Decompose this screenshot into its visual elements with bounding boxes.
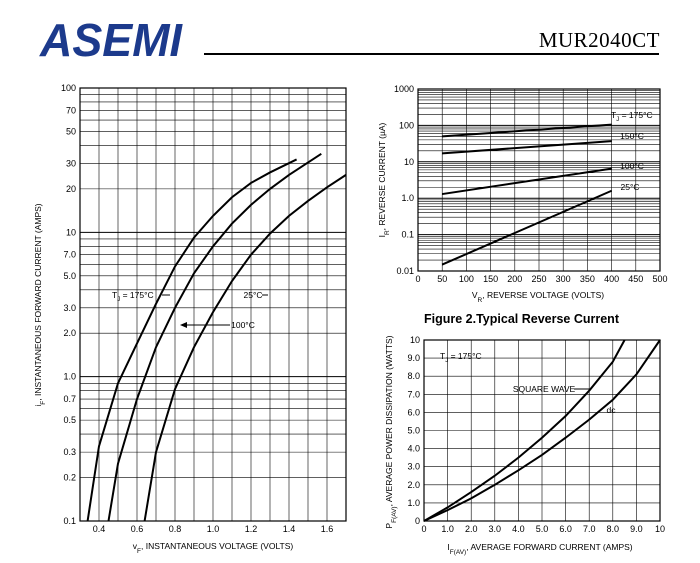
forward-ytick-label: 70 — [66, 105, 76, 115]
reverse-ytick-label: 1000 — [394, 84, 414, 94]
reverse-frame — [417, 88, 661, 272]
figure-2-caption: Figure 2.Typical Reverse Current — [424, 312, 619, 326]
power-xlabel: IF(AV), AVERAGE FORWARD CURRENT (AMPS) — [447, 542, 632, 556]
reverse-label-25: 25°C — [621, 182, 640, 192]
power-series-0 — [423, 339, 626, 522]
reverse-series-0 — [442, 123, 612, 138]
forward-xtick-label: 0.6 — [131, 524, 144, 534]
power-ytick-label: 5.0 — [407, 426, 420, 436]
forward-ytick-label: 100 — [61, 83, 76, 93]
power-xtick-label: 0 — [421, 524, 426, 534]
forward-ytick-label: 20 — [66, 184, 76, 194]
reverse-xtick-label: 500 — [652, 274, 667, 284]
power-ytick-label: 10 — [410, 335, 420, 345]
reverse-label-100: 100°C — [620, 161, 644, 171]
power-ylabel: PF(AV), AVERAGE POWER DISSIPATION (WATTS… — [384, 335, 398, 528]
reverse-ylabel: IR, REVERSE CURRENT (µA) — [377, 122, 391, 237]
forward-label-25: 25°C — [244, 290, 263, 300]
forward-label-175: TJ = 175°C — [112, 290, 154, 303]
power-ytick-label: 3.0 — [407, 462, 420, 472]
reverse-xtick-label: 250 — [531, 274, 546, 284]
power-series-1 — [423, 339, 661, 522]
reverse-xlabel: VR, REVERSE VOLTAGE (VOLTS) — [472, 290, 604, 304]
forward-label-100: 100°C — [231, 320, 255, 330]
power-xtick-label: 3.0 — [489, 524, 502, 534]
reverse-ytick-label: 0.1 — [401, 230, 414, 240]
forward-xtick-label: 1.6 — [321, 524, 334, 534]
forward-ytick-label: 10 — [66, 227, 76, 237]
asemi-logo: ASEMI — [39, 14, 183, 62]
forward-series-1 — [107, 152, 322, 522]
power-label-dc: dc — [607, 405, 617, 415]
power-ytick-label: 1.0 — [407, 498, 420, 508]
forward-ytick-label: 5.0 — [63, 271, 76, 281]
reverse-xtick-label: 450 — [628, 274, 643, 284]
power-ytick-label: 2.0 — [407, 480, 420, 490]
reverse-label-175: TJ = 175°C — [611, 110, 653, 123]
forward-frame — [79, 87, 347, 522]
power-xtick-label: 9.0 — [630, 524, 643, 534]
reverse-ytick-label: 1.0 — [401, 193, 414, 203]
power-xtick-label: 2.0 — [465, 524, 478, 534]
forward-ylabel: iF, INSTANTANEOUS FORWARD CURRENT (AMPS) — [33, 203, 47, 406]
reverse-ytick-label: 0.01 — [396, 266, 414, 276]
power-ytick-label: 4.0 — [407, 444, 420, 454]
forward-xtick-label: 1.2 — [245, 524, 258, 534]
reverse-xtick-label: 100 — [459, 274, 474, 284]
power-xtick-label: 7.0 — [583, 524, 596, 534]
forward-ytick-label: 0.3 — [63, 447, 76, 457]
reverse-ytick-label: 10 — [404, 157, 414, 167]
reverse-xtick-label: 200 — [507, 274, 522, 284]
forward-xlabel: vF, INSTANTANEOUS VOLTAGE (VOLTS) — [133, 541, 294, 555]
power-xtick-label: 5.0 — [536, 524, 549, 534]
part-number: MUR2040CT — [538, 28, 660, 52]
reverse-xtick-label: 300 — [556, 274, 571, 284]
power-ytick-label: 6.0 — [407, 407, 420, 417]
forward-xtick-label: 1.0 — [207, 524, 220, 534]
reverse-xtick-label: 50 — [437, 274, 447, 284]
forward-ytick-label: 0.7 — [63, 394, 76, 404]
reverse-ytick-label: 100 — [399, 120, 414, 130]
forward-xtick-label: 1.4 — [283, 524, 296, 534]
forward-ytick-label: 3.0 — [63, 303, 76, 313]
reverse-xtick-label: 350 — [580, 274, 595, 284]
reverse-label-150: 150°C — [620, 131, 644, 141]
reverse-series-3 — [441, 189, 612, 266]
power-xtick-label: 10 — [655, 524, 665, 534]
forward-xtick-label: 0.8 — [169, 524, 182, 534]
reverse-xtick-label: 150 — [483, 274, 498, 284]
power-frame — [423, 339, 661, 522]
forward-arrow-100 — [180, 322, 187, 328]
forward-ytick-label: 7.0 — [63, 250, 76, 260]
forward-ytick-label: 30 — [66, 158, 76, 168]
reverse-series-2 — [442, 167, 612, 196]
power-label-square-wave: SQUARE WAVE — [513, 384, 576, 394]
asemi-logo-text: ASEMI — [39, 14, 183, 62]
reverse-series-1 — [442, 140, 612, 155]
forward-ytick-label: 50 — [66, 126, 76, 136]
forward-ytick-label: 1.0 — [63, 372, 76, 382]
forward-ytick-label: 0.2 — [63, 473, 76, 483]
power-xtick-label: 6.0 — [559, 524, 572, 534]
forward-ytick-label: 0.5 — [63, 415, 76, 425]
header-rule — [204, 53, 659, 55]
forward-series-2 — [143, 174, 347, 522]
power-ytick-label: 8.0 — [407, 371, 420, 381]
reverse-xtick-label: 0 — [415, 274, 420, 284]
forward-ytick-label: 2.0 — [63, 328, 76, 338]
forward-xtick-label: 0.4 — [93, 524, 106, 534]
power-label-tj: TJ = 175°C — [440, 351, 482, 364]
power-xtick-label: 1.0 — [441, 524, 454, 534]
power-xtick-label: 8.0 — [607, 524, 620, 534]
power-xtick-label: 4.0 — [512, 524, 525, 534]
power-ytick-label: 7.0 — [407, 389, 420, 399]
power-ytick-label: 0 — [415, 516, 420, 526]
forward-series-0 — [86, 158, 298, 522]
reverse-xtick-label: 400 — [604, 274, 619, 284]
power-ytick-label: 9.0 — [407, 353, 420, 363]
forward-ytick-label: 0.1 — [63, 516, 76, 526]
